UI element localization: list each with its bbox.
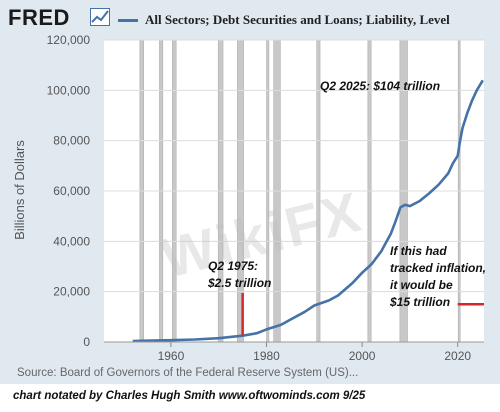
chart-panel: 0 20,000 40,000 60,000 80,000 100,000 120,000 1… [0,0,500,384]
x-tick-label: 2020 [444,349,471,363]
source-note: Source: Board of Governors of the Federa… [17,367,359,379]
y-tick-label: 100,000 [47,83,91,97]
legend-swatch [118,19,138,22]
y-tick-label: 0 [83,335,90,349]
annotation-q2-1975: Q2 1975: $2.5 trillion [208,259,272,290]
series-line [132,79,484,343]
fred-graph-icon [90,8,110,26]
x-tick-label: 1960 [158,349,185,363]
annotation-markers [241,293,484,336]
y-tick-label: 60,000 [53,184,90,198]
fred-logo[interactable]: FRED [8,5,70,30]
y-tick-label: 80,000 [53,134,90,148]
annotation-inflation: If this had tracked inflation, it would … [390,244,487,309]
x-tick-label: 2000 [349,349,376,363]
annotation-q2-2025: Q2 2025: $104 trillion [320,79,441,93]
chart-header: FRED All Sectors; Debt Securities and Lo… [6,4,496,32]
series-layer [132,79,484,343]
legend-label: All Sectors; Debt Securities and Loans; … [145,12,450,27]
footer-credit: chart notated by Charles Hugh Smith www.… [13,390,366,402]
chart-svg: 0 20,000 40,000 60,000 80,000 100,000 120,000 1… [12,33,484,363]
x-tick-label: 1980 [253,349,280,363]
y-tick-label: 40,000 [53,234,90,248]
y-tick-label: 120,000 [47,33,91,47]
axis-ticks: 0 20,000 40,000 60,000 80,000 100,000 120,000 1… [47,33,484,363]
y-tick-label: 20,000 [53,285,90,299]
y-axis-label: Billions of Dollars [12,140,27,240]
